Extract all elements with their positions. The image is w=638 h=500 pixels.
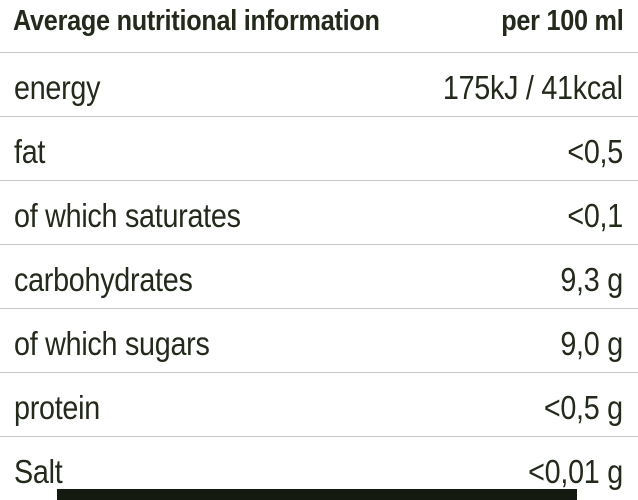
table-row: energy 175kJ / 41kcal	[0, 52, 638, 116]
row-value: <0,01 g	[528, 452, 623, 490]
row-value: 9,3 g	[560, 260, 623, 298]
row-label: carbohydrates	[14, 260, 193, 298]
row-label: Salt	[14, 452, 63, 490]
table-row: of which sugars 9,0 g	[0, 308, 638, 372]
row-value: <0,5 g	[543, 388, 623, 426]
row-value: 175kJ / 41kcal	[443, 68, 623, 106]
row-value: <0,1	[567, 196, 623, 234]
table-header-unit: per 100 ml	[500, 5, 623, 37]
table-header-title: Average nutritional information	[13, 5, 380, 37]
row-label: of which sugars	[14, 324, 210, 362]
table-rows: energy 175kJ / 41kcal fat <0,5 of which …	[0, 52, 638, 500]
row-value: 9,0 g	[560, 324, 623, 362]
row-label: protein	[14, 388, 100, 426]
table-row: of which saturates <0,1	[0, 180, 638, 244]
table-row: carbohydrates 9,3 g	[0, 244, 638, 308]
row-value: <0,5	[567, 132, 623, 170]
table-row: protein <0,5 g	[0, 372, 638, 436]
cutoff-dark-band	[57, 489, 577, 500]
table-row: fat <0,5	[0, 116, 638, 180]
table-header-row: Average nutritional information per 100 …	[0, 0, 638, 52]
row-label: fat	[14, 132, 46, 170]
row-label: of which saturates	[14, 196, 241, 234]
table-row: Salt <0,01 g	[0, 436, 638, 500]
row-label: energy	[14, 68, 101, 106]
